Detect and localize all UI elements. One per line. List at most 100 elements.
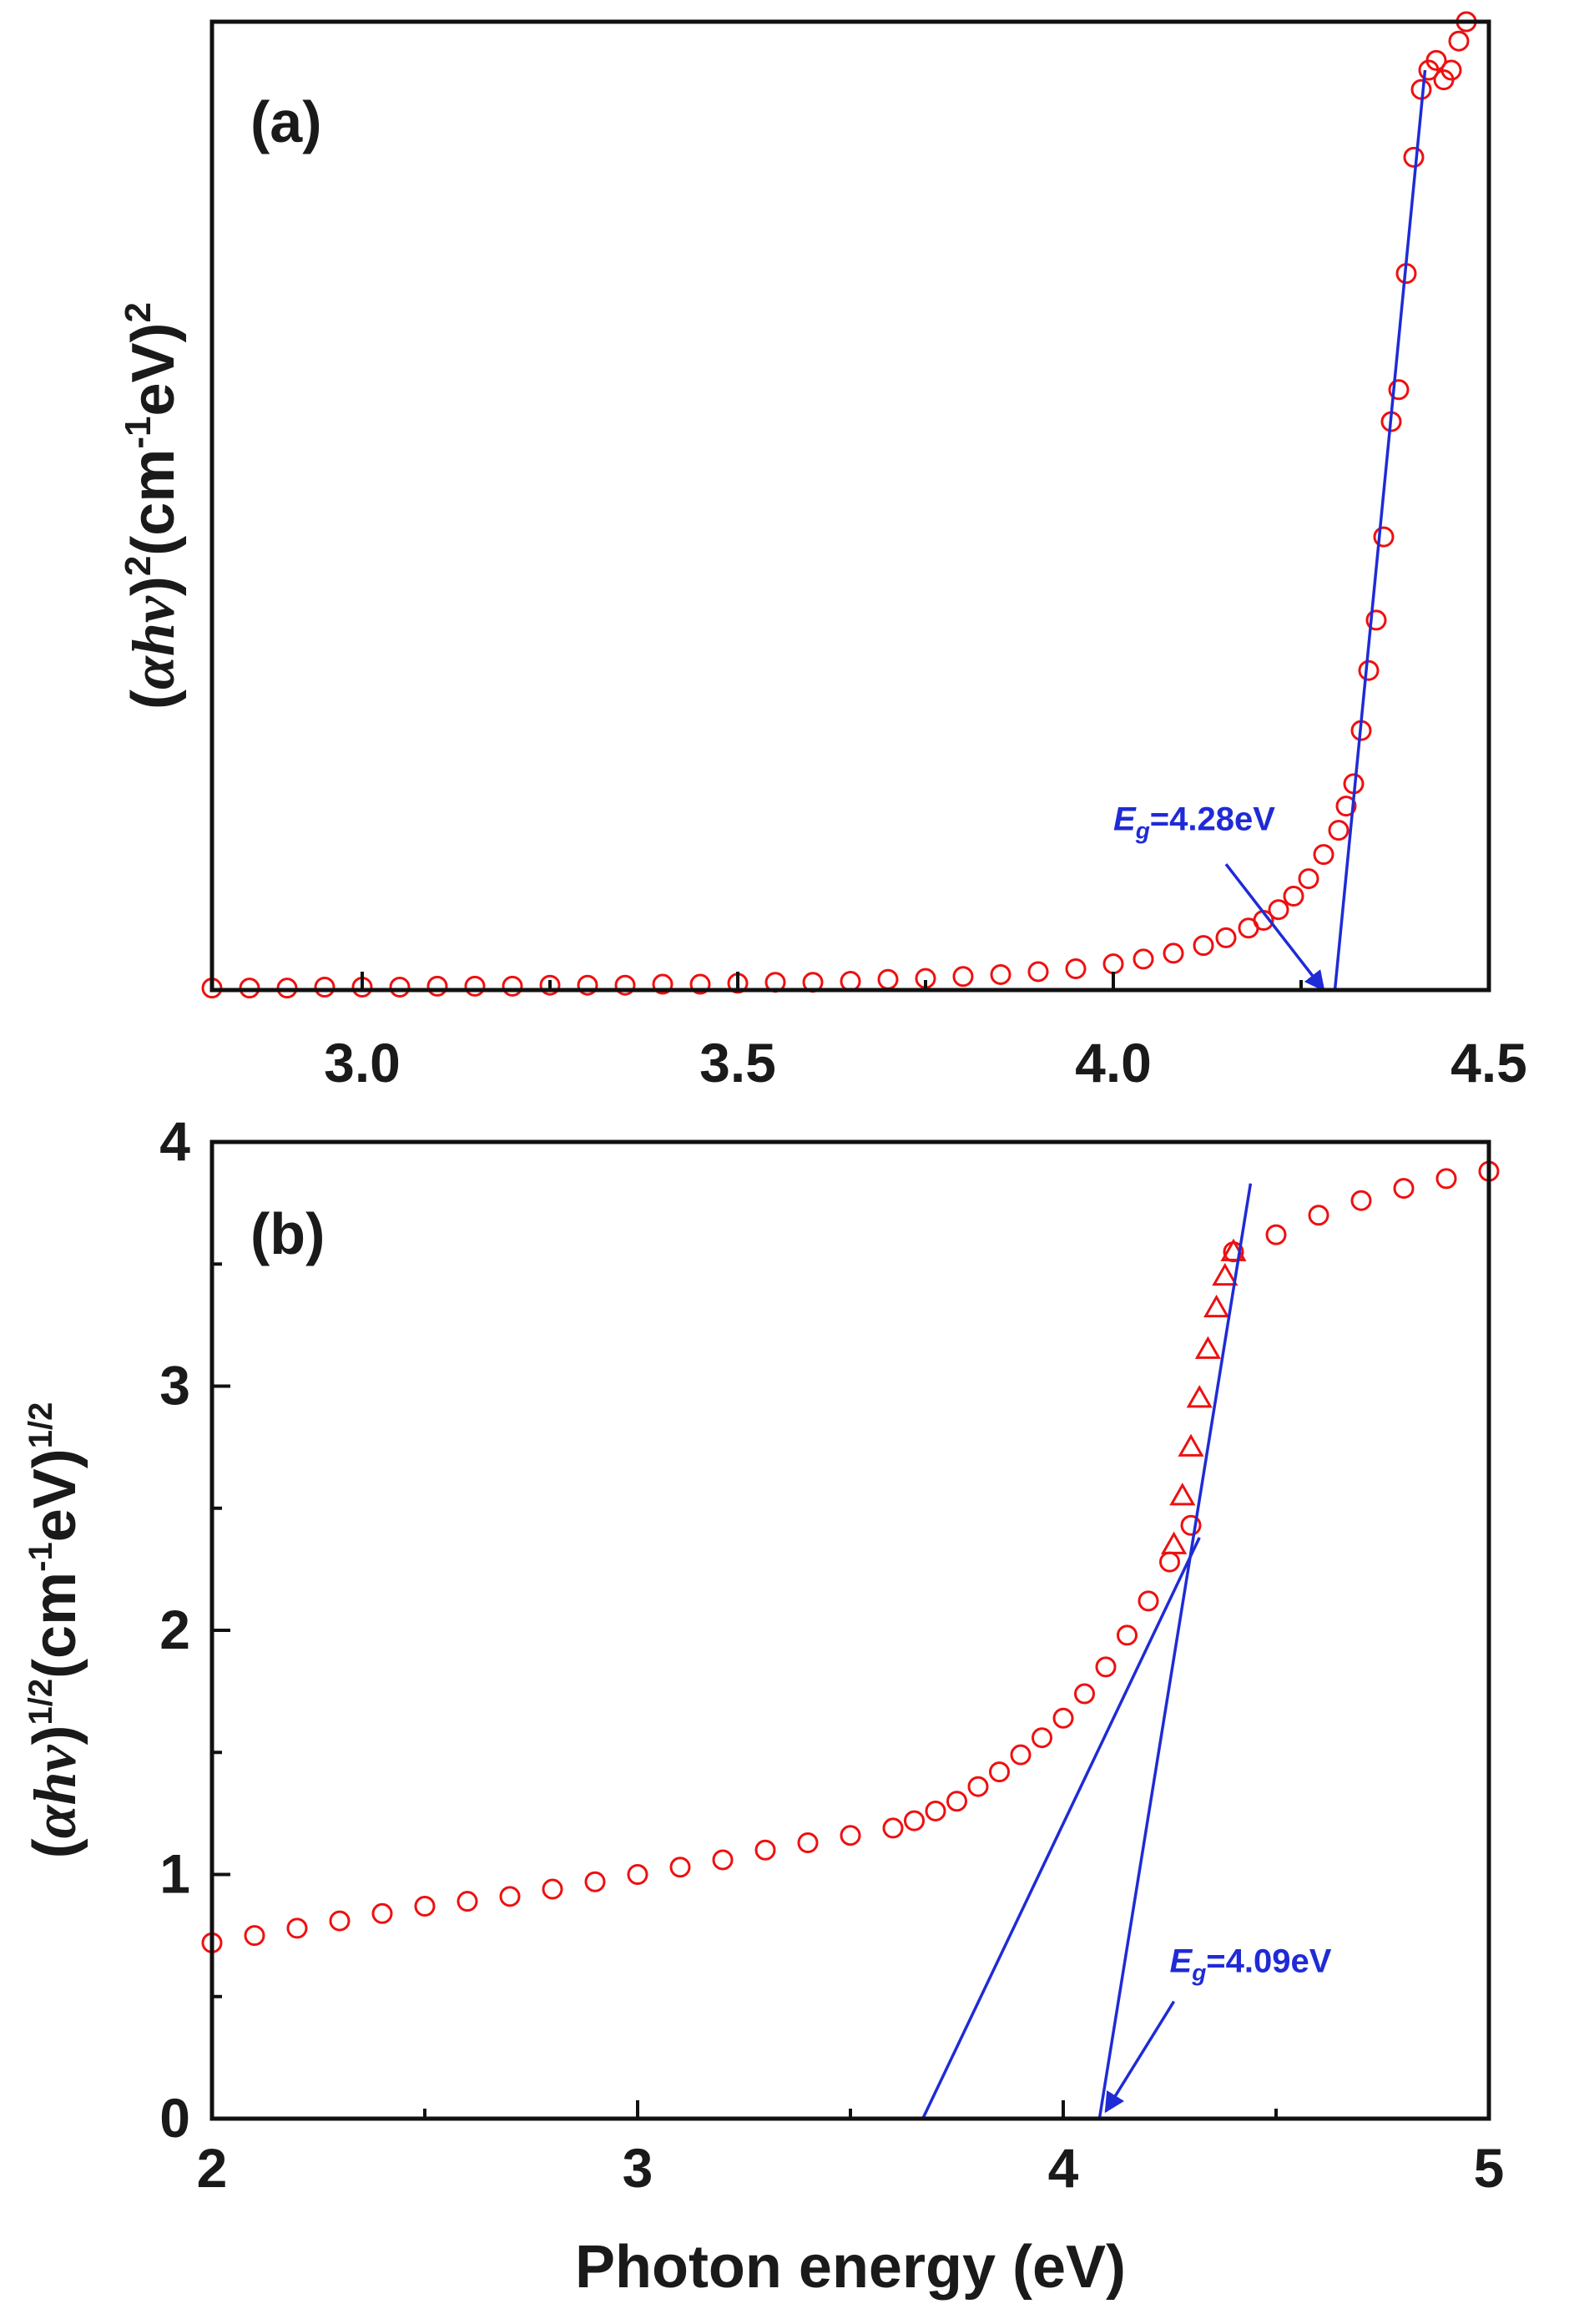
panel-a-series-0-point-41 xyxy=(1373,526,1395,548)
panel-b-series-1-point-0 xyxy=(1161,1531,1188,1554)
panel-b-eg-symbol: E xyxy=(1170,1943,1193,1980)
panel-a-series-0-point-3 xyxy=(314,977,335,998)
panel-b-fit-line-0 xyxy=(921,1537,1201,2119)
panel-b-series-0-point-29 xyxy=(1159,1551,1180,1573)
panel-b-y-tick-label-2: 2 xyxy=(159,1599,190,1660)
panel-b-y-axis-title: (αhν)1/2(cm-1eV)1/2 xyxy=(22,1402,88,1859)
panel-a-series-0-point-32 xyxy=(1283,885,1304,907)
panel-b-series-0-point-10 xyxy=(627,1864,648,1885)
panel-b-y-tick-label-1: 1 xyxy=(159,1843,190,1905)
panel-a-fit-lines xyxy=(1333,69,1427,991)
panel-a-series-0-point-25 xyxy=(1133,948,1154,970)
panel-b-series-0-point-30 xyxy=(1180,1514,1202,1536)
panel-b-eg-subscript: g xyxy=(1191,1960,1206,1986)
panel-b-series-1-point-5 xyxy=(1203,1294,1230,1318)
panel-b-y-tick-label-0: 0 xyxy=(159,2087,190,2149)
panel-b-series-0-point-24 xyxy=(1052,1707,1074,1729)
panel-a-series-0-point-12 xyxy=(652,973,674,995)
panel-b-series-0-point-35 xyxy=(1393,1178,1415,1200)
panel-b-series-0-point-5 xyxy=(414,1896,436,1917)
panel-b-series-1-point-2 xyxy=(1178,1433,1204,1457)
panel-a-series-0-point-27 xyxy=(1193,935,1214,957)
panel-b-series-0-point-17 xyxy=(904,1810,925,1831)
panel-b-series-0-point-2 xyxy=(286,1917,308,1939)
panel-b-series-1-point-3 xyxy=(1186,1385,1213,1408)
panel-a-label: (a) xyxy=(250,89,322,154)
panel-b-eg-arrow xyxy=(1104,2000,1176,2114)
panel-b-data-markers xyxy=(201,1160,1500,1953)
panel-b-series-0-point-3 xyxy=(329,1910,351,1932)
panel-b-plot-frame xyxy=(209,1139,1491,2121)
panel-a: Eg=4.28eV 3.0 3.5 4.0 4.5 (a) (αhν)2(cm-1eV… xyxy=(118,11,1527,1094)
panel-a-series-0-point-18 xyxy=(877,968,899,990)
panel-b-series-0-point-36 xyxy=(1435,1168,1457,1190)
panel-a-x-tick-label-0: 3.0 xyxy=(324,1032,401,1094)
panel-a-series-0-point-43 xyxy=(1388,379,1410,401)
panel-b-series-0-point-12 xyxy=(712,1849,734,1871)
panel-a-series-0-point-21 xyxy=(990,963,1012,985)
panel-b-ticks: 2 3 4 5 0 1 2 3 4 xyxy=(159,1110,1504,2199)
panel-b-y-tick-label-4: 4 xyxy=(159,1110,190,1172)
panel-a-ticks: 3.0 3.5 4.0 4.5 xyxy=(324,972,1527,1094)
panel-a-series-0-point-13 xyxy=(689,973,711,995)
panel-a-series-0-point-34 xyxy=(1313,844,1334,866)
panel-b-series-0-point-28 xyxy=(1138,1590,1159,1612)
panel-b-series-0-point-26 xyxy=(1095,1656,1117,1678)
panel-b-series-0-point-9 xyxy=(584,1871,606,1892)
panel-b-eg-value: =4.09eV xyxy=(1206,1943,1331,1980)
panel-b-series-0-point-15 xyxy=(840,1825,861,1847)
panel-a-series-0-point-20 xyxy=(952,966,974,988)
panel-a-x-tick-label-1: 3.5 xyxy=(699,1032,776,1094)
panel-a-y-axis-title: (αhν)2(cm-1eV)2 xyxy=(118,302,187,710)
panel-a-series-0-point-51 xyxy=(1448,30,1470,52)
panel-b-x-tick-label-0: 2 xyxy=(197,2137,228,2199)
panel-b-y-tick-label-3: 3 xyxy=(159,1355,190,1417)
panel-a-series-0-point-35 xyxy=(1328,820,1350,841)
panel-b-eg-annotation: Eg=4.09eV xyxy=(1170,1943,1332,1986)
panel-b-series-1-point-1 xyxy=(1169,1483,1196,1506)
panel-a-plot-frame xyxy=(209,19,1491,993)
panel-a-series-0-point-24 xyxy=(1102,953,1124,975)
panel-a-series-0-point-28 xyxy=(1215,927,1237,948)
panel-a-series-0-point-7 xyxy=(464,975,486,997)
panel-b-x-tick-label-1: 3 xyxy=(623,2137,653,2199)
panel-b-series-0-point-8 xyxy=(542,1878,563,1900)
panel-b-series-0-point-11 xyxy=(669,1857,691,1878)
panel-b-series-0-point-18 xyxy=(925,1800,946,1821)
panel-a-series-0-point-23 xyxy=(1065,957,1087,979)
panel-b-series-0-point-34 xyxy=(1350,1190,1372,1211)
panel-a-fit-line-0 xyxy=(1333,69,1427,991)
panel-a-series-0-point-50 xyxy=(1440,59,1462,81)
panel-b-series-0-point-22 xyxy=(1010,1744,1032,1766)
panel-a-series-0-point-45 xyxy=(1403,146,1425,168)
panel-a-series-0-point-5 xyxy=(389,977,411,998)
panel-a-eg-symbol: E xyxy=(1113,801,1137,838)
panel-a-data-markers xyxy=(201,11,1477,999)
panel-b-x-tick-label-3: 5 xyxy=(1474,2137,1505,2199)
panel-a-series-0-point-48 xyxy=(1425,49,1447,71)
panel-a-series-0-point-22 xyxy=(1027,961,1049,983)
panel-a-series-0-point-17 xyxy=(840,971,861,993)
panel-b-series-0-point-33 xyxy=(1308,1205,1329,1226)
panel-b-fit-line-1 xyxy=(1097,1183,1253,2119)
panel-a-x-tick-label-3: 4.5 xyxy=(1450,1032,1527,1094)
panel-a-eg-annotation: Eg=4.28eV xyxy=(1113,801,1275,844)
panel-a-series-0-point-10 xyxy=(577,974,598,996)
panel-b-series-1-point-6 xyxy=(1212,1262,1239,1286)
panel-b-series-0-point-21 xyxy=(989,1761,1010,1783)
panel-a-series-0-point-40 xyxy=(1365,609,1387,631)
panel-b-x-tick-label-2: 4 xyxy=(1048,2137,1079,2199)
panel-b-label: (b) xyxy=(250,1201,325,1266)
panel-a-series-0-point-9 xyxy=(539,974,561,996)
panel-b-series-0-point-6 xyxy=(457,1891,478,1912)
panel-b-series-1-point-4 xyxy=(1194,1336,1221,1359)
panel-b: Eg=4.09eV 2 3 4 5 0 1 2 3 4 (b) (αhν)1/2(cm-1eV)… xyxy=(22,1110,1504,2301)
panel-a-eg-value: =4.28eV xyxy=(1150,801,1275,838)
panel-b-series-0-point-23 xyxy=(1032,1727,1052,1749)
panel-b-series-0-point-16 xyxy=(882,1817,904,1839)
panel-a-series-0-point-11 xyxy=(614,974,636,996)
panel-b-series-0-point-19 xyxy=(946,1791,967,1812)
panel-a-series-0-point-31 xyxy=(1268,899,1289,921)
panel-a-series-0-point-33 xyxy=(1298,868,1319,890)
